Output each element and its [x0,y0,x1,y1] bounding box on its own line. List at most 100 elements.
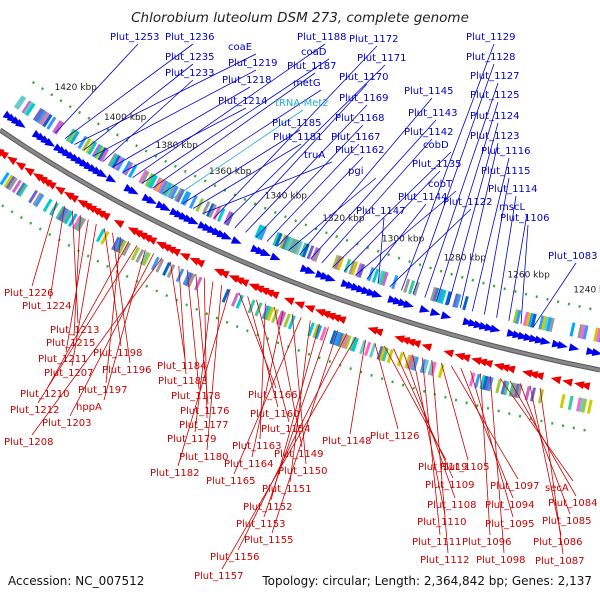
gene-label: Plut_1095 [485,519,535,530]
label-leader-line [221,336,357,570]
label-leader-line [529,385,562,536]
gene-label: Plut_1096 [462,537,512,548]
gene-label: Plut_1198 [93,348,143,359]
label-leader-line [172,109,304,199]
reverse-gene-arrow [77,199,88,209]
feature-block-outer [569,322,576,337]
feature-block-inner [364,341,372,357]
feature-block-outer [176,188,185,203]
reverse-gene-arrow [325,312,337,321]
gene-label: Plut_1108 [427,500,477,511]
feature-block-inner [5,175,16,190]
reverse-gene-arrow [443,349,455,358]
feature-block-outer [65,128,76,142]
label-leader-line [152,72,316,189]
feature-block-outer [331,254,340,269]
accession-text: Accession: NC_007512 [8,574,145,588]
gene-label: Plut_1106 [500,213,550,224]
label-leader-line [72,210,79,324]
feature-block-outer [13,95,25,109]
feature-block-inner [55,205,66,220]
gene-label: Plut_1084 [548,498,598,509]
forward-gene-arrow [260,248,271,257]
label-leader-line [65,219,89,353]
label-leader-line [93,69,257,157]
kbp-tick-label: 1360 kbp [209,167,252,177]
gene-label: Plut_1116 [481,146,531,157]
reverse-gene-arrow [54,186,66,195]
label-leader-line [73,215,81,337]
reverse-gene-arrow [294,301,305,310]
feature-block-outer [148,174,158,189]
feature-block-outer [429,286,437,302]
feature-block-inner [349,336,357,352]
feature-block-inner [578,397,585,413]
feature-block-inner [130,246,140,261]
feature-block-outer [36,110,47,124]
label-leader-line [431,360,449,554]
forward-gene-arrow [591,348,600,357]
feature-block-outer [595,327,600,343]
feature-block-inner [261,305,270,320]
feature-block-inner [307,322,315,337]
gene-label: Plut_1086 [533,537,583,548]
feature-block-outer [412,281,420,296]
feature-block-outer [577,324,584,339]
feature-block-outer [283,236,292,251]
feature-block-outer [111,155,122,169]
reverse-gene-arrow [218,270,230,279]
gene-label: Plut_1197 [78,385,128,396]
label-leader-line [424,82,499,298]
gene-label: Plut_1215 [46,338,96,349]
feature-block-inner [513,383,521,398]
gene-label: Plut_1233 [165,68,215,79]
genome-backbone [0,128,600,372]
feature-block-outer [528,312,535,328]
reverse-gene-arrow [46,181,57,190]
label-leader-line [436,101,499,302]
label-leader-line [310,119,437,260]
feature-block-outer [274,232,283,247]
gene-label: Plut_1218 [222,75,272,86]
feature-block-outer [15,96,27,110]
gene-label: Plut_1111 [412,537,462,548]
feature-block-inner [0,172,10,186]
gene-label: Plut_1127 [470,71,520,82]
gene-label: Plut_1124 [470,111,520,122]
feature-block-outer [208,204,217,219]
feature-block-inner [581,398,588,413]
feature-block-outer [21,100,32,114]
label-leader-line [412,63,495,295]
reverse-gene-arrow [258,287,270,296]
gene-label: Plut_1142 [404,127,454,138]
feature-block-outer [543,316,550,331]
label-leader-line [508,213,528,321]
forward-gene-arrow [325,273,336,282]
label-leader-line [539,387,564,555]
gene-label: Plut_1168 [335,113,385,124]
gene-label: Plut_1207 [44,368,94,379]
feature-block-inner [15,182,26,196]
feature-block-outer [379,270,387,286]
feature-block-outer [408,280,416,295]
feature-block-outer [272,231,281,246]
gene-label: Plut_1219 [228,58,278,69]
gene-label: Plut_1147 [356,206,406,217]
gene-label: Plut_1180 [179,452,229,463]
forward-gene-arrow [419,304,430,313]
label-leader-line [203,161,333,214]
gene-label: Plut_1224 [22,301,72,312]
label-leader-line [49,206,65,300]
reverse-gene-arrow [213,268,225,277]
kbp-tick-label: 1300 kbp [382,235,425,245]
feature-block-outer [381,271,389,287]
feature-block-outer [525,312,532,327]
reverse-gene-arrow [228,275,240,283]
feature-block-inner [63,210,74,225]
feature-block-inner [193,276,203,291]
feature-block-outer [336,256,345,271]
gene-label: Plut_1169 [339,93,389,104]
label-leader-line [289,320,311,483]
feature-block-outer [109,154,120,168]
gene-label: Plut_1126 [370,431,420,442]
